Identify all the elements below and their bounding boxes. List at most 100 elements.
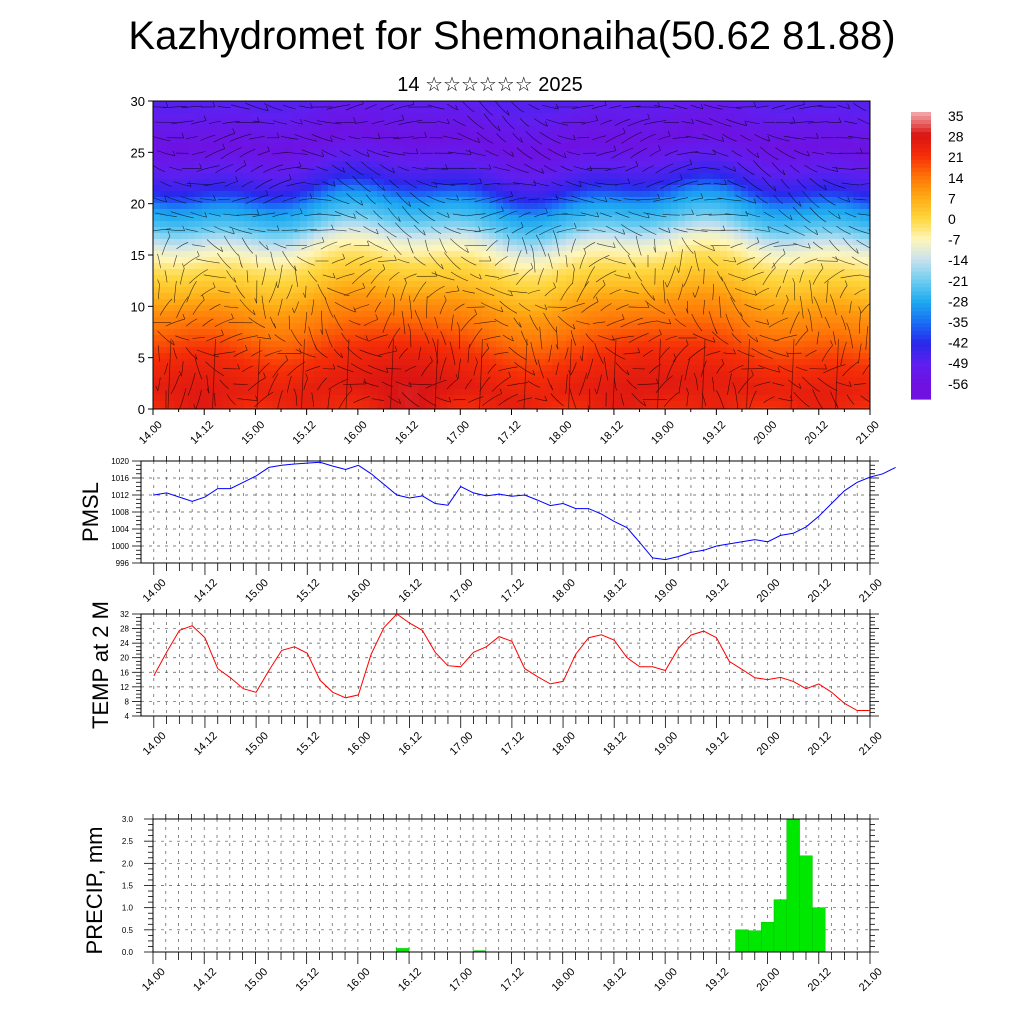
colorbar-label: 7 <box>948 190 956 206</box>
colorbar-swatch <box>911 147 931 153</box>
colorbar-swatch <box>911 211 931 217</box>
chart-title: Kazhydromet for Shemonaiha(50.62 81.88) <box>128 14 896 58</box>
x-tick-label: 18.00 <box>547 419 575 447</box>
x-tick-label: 14.00 <box>141 577 169 605</box>
x-tick-label: 20.12 <box>806 966 834 994</box>
colorbar-swatch <box>911 199 931 205</box>
colorbar-swatch <box>911 151 931 157</box>
pmsl-series-line <box>153 461 896 561</box>
x-tick-label: 14.12 <box>188 419 216 447</box>
colorbar-label: -28 <box>948 293 968 309</box>
colorbar-swatch <box>911 379 931 384</box>
y-tick-label: 0.5 <box>122 926 134 935</box>
precip-bar <box>760 922 775 953</box>
colorbar-swatch <box>911 191 931 197</box>
precip-bar <box>773 899 788 953</box>
colorbar-swatch <box>911 159 931 165</box>
colorbar-label: 14 <box>948 170 964 186</box>
temp-panel: 4 8 12 16 20 24 28 32 14.00 14.12 15.00 15.12 16.00 1… <box>88 601 885 758</box>
y-tick-label: 1000 <box>111 542 129 551</box>
colorbar-label: 0 <box>948 211 956 227</box>
colorbar-swatch <box>911 355 931 360</box>
colorbar-swatch <box>911 395 931 400</box>
x-tick-label: 16.00 <box>345 966 373 994</box>
x-tick-label: 21.00 <box>854 419 882 447</box>
x-tick-label: 15.00 <box>243 577 271 605</box>
x-tick-label: 15.12 <box>294 577 322 605</box>
grid <box>141 613 871 717</box>
heatmap-field <box>153 101 870 409</box>
colorbar-swatch <box>911 195 931 201</box>
colorbar: 35 28 21 14 7 0 -7 -14 -21 -28 -35 -42 -49 -56 <box>911 108 968 400</box>
colorbar-swatch <box>911 163 931 169</box>
x-tick-label: 15.00 <box>242 966 270 994</box>
colorbar-swatch <box>911 183 931 189</box>
x-tick-label: 16.12 <box>396 730 424 758</box>
colorbar-swatch <box>911 167 931 173</box>
colorbar-swatch <box>911 223 931 229</box>
y-tick-label: 1004 <box>111 525 129 534</box>
colorbar-label: -49 <box>948 355 968 371</box>
y-axis-label: PMSL <box>78 482 103 542</box>
x-tick-label: 20.12 <box>806 577 834 605</box>
colorbar-swatch <box>911 291 931 296</box>
colorbar-swatch <box>911 287 931 292</box>
colorbar-swatch <box>911 375 931 380</box>
colorbar-swatch <box>911 227 931 233</box>
y-tick-label: 1.5 <box>122 882 134 891</box>
x-tick-label: 15.12 <box>294 966 322 994</box>
y-tick-label: 1.0 <box>122 904 134 913</box>
y-tick-label: 5 <box>138 351 145 366</box>
x-tick-label: 17.12 <box>495 419 523 447</box>
colorbar-label: 21 <box>948 149 964 165</box>
x-tick-label: 19.12 <box>703 730 731 758</box>
colorbar-label: -14 <box>948 252 968 268</box>
colorbar-swatch <box>911 311 931 316</box>
colorbar-swatch <box>911 135 931 141</box>
x-tick-label: 16.12 <box>393 419 421 447</box>
cross-section-panel: 0 5 10 15 20 25 30 14.00 14.12 15.00 15.12 16.00 16.… <box>131 94 882 447</box>
y-tick-label: 0.0 <box>122 948 134 957</box>
colorbar-swatch <box>911 115 931 121</box>
y-tick-label: 8 <box>125 697 130 706</box>
colorbar-swatch <box>911 275 931 281</box>
x-tick-label: 18.12 <box>601 577 629 605</box>
colorbar-swatch <box>911 367 931 372</box>
x-tick-label: 15.00 <box>243 730 271 758</box>
colorbar-swatch <box>911 383 931 388</box>
colorbar-swatch <box>911 295 931 300</box>
colorbar-swatch <box>911 307 931 312</box>
x-tick-label: 18.00 <box>550 966 578 994</box>
colorbar-swatch <box>911 283 931 288</box>
colorbar-swatch <box>911 319 931 324</box>
colorbar-swatch <box>911 331 931 336</box>
x-tick-label: 16.12 <box>396 966 424 994</box>
colorbar-swatch <box>911 363 931 368</box>
y-tick-label: 15 <box>131 248 145 263</box>
y-tick-label: 1008 <box>111 508 129 517</box>
colorbar-swatch <box>911 327 931 332</box>
y-tick-label: 1012 <box>111 491 129 500</box>
precip-bar <box>812 907 826 953</box>
y-tick-label: 20 <box>120 654 129 663</box>
colorbar-swatch <box>911 279 931 285</box>
x-tick-label: 17.00 <box>448 577 476 605</box>
x-tick-label: 18.12 <box>601 966 629 994</box>
x-tick-label: 18.12 <box>601 730 629 758</box>
colorbar-swatch <box>911 359 931 364</box>
colorbar-swatch <box>911 247 931 253</box>
y-tick-label: 28 <box>120 625 129 634</box>
colorbar-swatch <box>911 271 931 277</box>
colorbar-label: -21 <box>948 273 968 289</box>
y-tick-label: 4 <box>125 712 130 721</box>
y-tick-label: 996 <box>116 559 130 568</box>
colorbar-swatch <box>911 391 931 396</box>
y-tick-label: 24 <box>120 639 129 648</box>
colorbar-swatch <box>911 175 931 181</box>
x-tick-label: 14.12 <box>192 730 220 758</box>
colorbar-swatch <box>911 143 931 149</box>
x-tick-label: 16.00 <box>345 577 373 605</box>
x-tick-label: 17.12 <box>498 966 526 994</box>
precip-bar <box>786 818 800 953</box>
